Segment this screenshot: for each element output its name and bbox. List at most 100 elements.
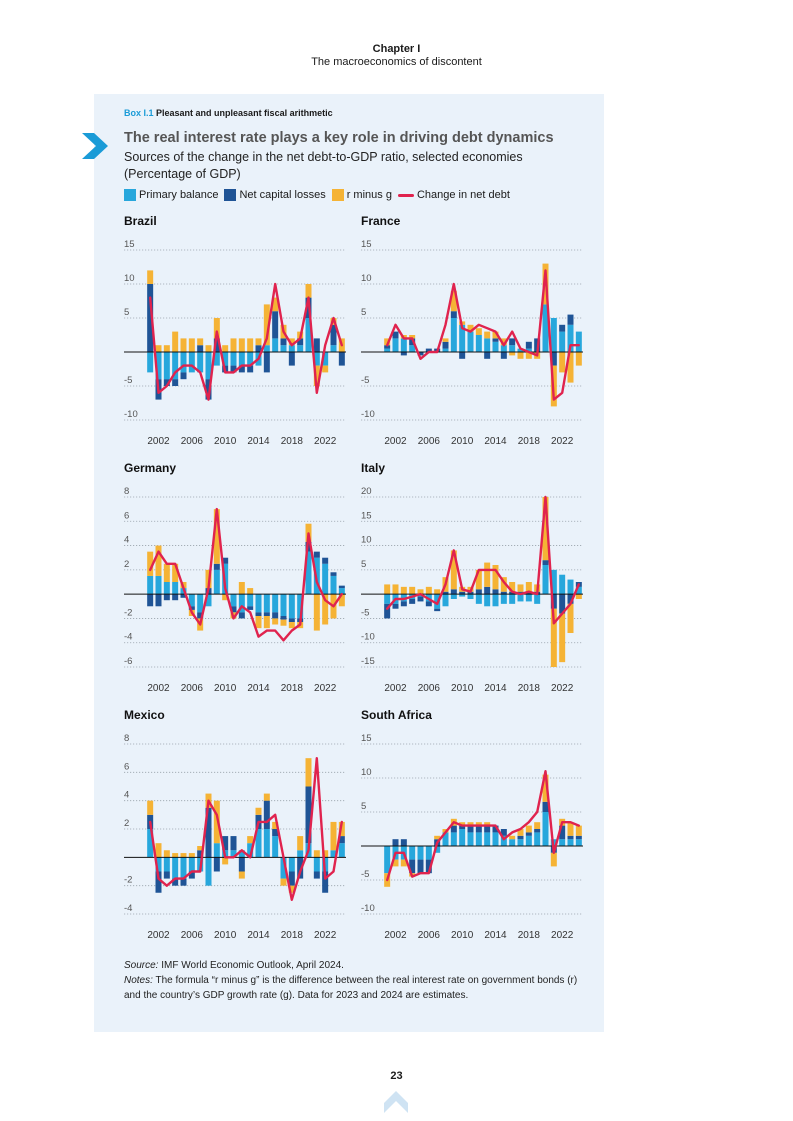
chart-title: France (361, 214, 401, 228)
y-tick-label: 10 (361, 273, 372, 284)
bar-rminusg-2002 (155, 545, 162, 576)
bar-capital-2021 (313, 338, 320, 352)
bar-capital-2021 (313, 871, 320, 879)
bar-capital-2021 (550, 352, 557, 366)
bar-rminusg-2021 (313, 594, 320, 631)
bar-primary-2024 (575, 586, 582, 595)
y-tick-label: 15 (361, 239, 372, 250)
bar-rminusg-2022 (559, 352, 566, 373)
bar-rminusg-2017 (517, 584, 524, 592)
bar-primary-2017 (517, 839, 524, 846)
bar-capital-2017 (280, 338, 287, 346)
legend-label-capital: Net capital losses (239, 189, 326, 201)
box-number: Box I.1 (124, 108, 154, 118)
bar-capital-2015 (500, 829, 507, 836)
bar-primary-2017 (280, 594, 287, 616)
y-tick-label: 4 (124, 535, 129, 546)
bar-capital-2004 (172, 379, 179, 386)
bar-capital-2004 (409, 338, 416, 346)
bar-rminusg-2009 (213, 800, 220, 844)
x-tick-label: 2002 (384, 436, 407, 447)
bar-rminusg-2013 (247, 338, 254, 352)
bar-capital-2012 (238, 365, 245, 373)
bar-rminusg-2018 (525, 352, 532, 359)
bar-capital-2018 (288, 618, 295, 623)
bar-primary-2015 (500, 345, 507, 352)
bar-primary-2019 (297, 850, 304, 858)
bar-capital-2020 (305, 541, 312, 552)
line-change-in-net-debt (386, 495, 581, 625)
chart-title: Italy (361, 461, 385, 475)
bar-primary-2014 (492, 594, 499, 607)
bar-primary-2007 (434, 846, 441, 853)
bar-capital-2013 (247, 606, 254, 610)
bar-rminusg-2018 (525, 582, 532, 592)
bar-rminusg-2005 (417, 589, 424, 595)
bar-rminusg-2016 (272, 821, 279, 829)
bar-primary-2008 (205, 352, 212, 380)
x-tick-label: 2006 (418, 683, 441, 694)
bar-capital-2013 (484, 825, 491, 833)
bar-primary-2023 (567, 839, 574, 846)
bar-primary-2020 (305, 551, 312, 595)
bar-capital-2018 (288, 871, 295, 886)
bar-rminusg-2024 (338, 594, 345, 607)
legend-item-change: Change in net debt (397, 189, 510, 201)
bar-primary-2013 (247, 594, 254, 607)
bar-rminusg-2016 (272, 297, 279, 312)
bar-capital-2010 (459, 825, 466, 829)
bar-capital-2020 (542, 560, 549, 565)
y-tick-label: -5 (124, 375, 132, 386)
chart-france: France 15 10 5 -5 -10 2002 2006 2010 2014 2018 2022 (361, 214, 583, 447)
bar-primary-2009 (213, 843, 220, 858)
bar-capital-2015 (500, 591, 507, 595)
bar-primary-2018 (288, 345, 295, 352)
bar-primary-2022 (559, 574, 566, 595)
y-tick-label: 6 (124, 761, 129, 772)
bar-primary-2017 (280, 345, 287, 352)
bar-rminusg-2012 (238, 582, 245, 595)
source-line: Source: IMF World Economic Outlook, Apri… (124, 958, 584, 973)
bar-capital-2017 (280, 616, 287, 620)
bar-capital-2008 (205, 807, 212, 858)
bar-primary-2009 (450, 832, 457, 846)
bar-capital-2012 (475, 825, 482, 833)
bar-rminusg-2016 (509, 582, 516, 592)
bar-primary-2017 (517, 594, 524, 602)
chevron-right-icon (82, 133, 108, 159)
x-tick-label: 2006 (181, 683, 204, 694)
bar-capital-2022 (322, 871, 329, 893)
bar-rminusg-2023 (567, 352, 574, 383)
bar-primary-2021 (313, 352, 320, 366)
bar-capital-2002 (392, 603, 399, 609)
bar-capital-2015 (263, 352, 270, 373)
bar-rminusg-2012 (475, 569, 482, 590)
bar-capital-2008 (205, 379, 212, 400)
notes-label: Notes: (124, 975, 153, 986)
bar-primary-2001 (147, 575, 154, 595)
bar-rminusg-2017 (517, 829, 524, 836)
bar-capital-2024 (338, 352, 345, 366)
bar-capital-2023 (330, 324, 337, 346)
bar-capital-2023 (567, 835, 574, 840)
bar-capital-2010 (459, 591, 466, 595)
bar-primary-2004 (172, 582, 179, 595)
x-tick-label: 2002 (147, 930, 170, 941)
bar-primary-2023 (330, 850, 337, 858)
bar-primary-2007 (197, 594, 204, 613)
bar-primary-2008 (442, 348, 449, 352)
bar-rminusg-2010 (222, 857, 229, 865)
bar-capital-2001 (384, 345, 391, 349)
bar-rminusg-2009 (450, 550, 457, 590)
bar-capital-2006 (188, 606, 195, 610)
page-number: 23 (390, 1070, 403, 1082)
chevron-up-icon[interactable] (383, 1090, 409, 1114)
bar-rminusg-2006 (425, 586, 432, 595)
bar-rminusg-2022 (322, 365, 329, 373)
bar-capital-2014 (492, 338, 499, 342)
bar-primary-2019 (297, 345, 304, 352)
y-tick-label: 2 (124, 818, 129, 829)
bar-rminusg-2024 (575, 825, 582, 836)
bar-rminusg-2006 (188, 338, 195, 352)
bar-rminusg-2020 (305, 284, 312, 298)
